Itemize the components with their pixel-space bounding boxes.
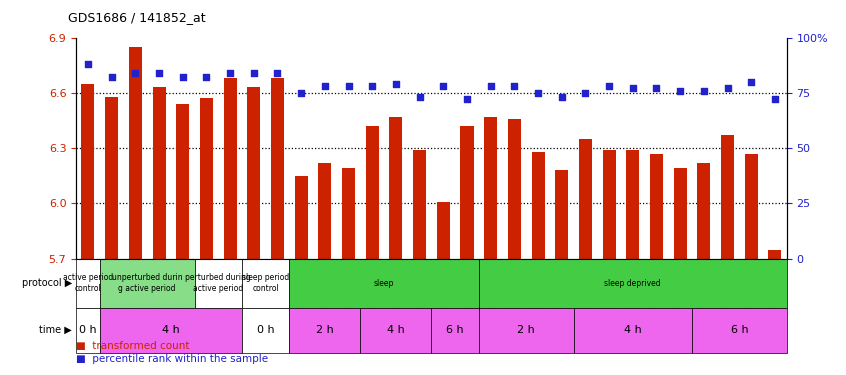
- Point: [247, 70, 261, 76]
- Text: ■  percentile rank within the sample: ■ percentile rank within the sample: [76, 354, 268, 364]
- Text: 4 h: 4 h: [162, 325, 179, 335]
- Point: [365, 83, 379, 89]
- Point: [152, 70, 166, 76]
- Point: [318, 83, 332, 89]
- Text: 6 h: 6 h: [731, 325, 748, 335]
- Bar: [479, 308, 574, 352]
- Text: 2 h: 2 h: [316, 325, 333, 335]
- Bar: [721, 135, 734, 259]
- Bar: [242, 259, 289, 308]
- Text: ■  transformed count: ■ transformed count: [76, 340, 190, 351]
- Bar: [76, 259, 100, 308]
- Point: [721, 86, 734, 92]
- Bar: [389, 117, 403, 259]
- Text: 2 h: 2 h: [518, 325, 535, 335]
- Text: protocol ▶: protocol ▶: [22, 278, 72, 288]
- Point: [744, 79, 758, 85]
- Text: sleep: sleep: [374, 279, 394, 288]
- Bar: [650, 154, 663, 259]
- Point: [271, 70, 284, 76]
- Text: sleep deprived: sleep deprived: [605, 279, 661, 288]
- Bar: [152, 87, 166, 259]
- Bar: [626, 150, 640, 259]
- Bar: [413, 150, 426, 259]
- Bar: [271, 78, 284, 259]
- Bar: [437, 202, 450, 259]
- Text: 6 h: 6 h: [447, 325, 464, 335]
- Point: [508, 83, 521, 89]
- Point: [460, 96, 474, 102]
- Bar: [81, 84, 95, 259]
- Bar: [247, 87, 261, 259]
- Bar: [768, 249, 782, 259]
- Bar: [574, 308, 692, 352]
- Bar: [289, 259, 479, 308]
- Point: [768, 96, 782, 102]
- Text: sleep period
control: sleep period control: [242, 273, 289, 293]
- Bar: [318, 163, 332, 259]
- Bar: [289, 308, 360, 352]
- Point: [200, 74, 213, 80]
- Text: 4 h: 4 h: [387, 325, 404, 335]
- Bar: [176, 104, 190, 259]
- Point: [81, 61, 95, 67]
- Bar: [602, 150, 616, 259]
- Point: [484, 83, 497, 89]
- Point: [579, 90, 592, 96]
- Point: [176, 74, 190, 80]
- Bar: [195, 259, 242, 308]
- Bar: [76, 308, 100, 352]
- Bar: [744, 154, 758, 259]
- Point: [342, 83, 355, 89]
- Text: perturbed during
active period: perturbed during active period: [185, 273, 251, 293]
- Point: [389, 81, 403, 87]
- Text: 0 h: 0 h: [257, 325, 274, 335]
- Point: [413, 94, 426, 100]
- Point: [294, 90, 308, 96]
- Bar: [294, 176, 308, 259]
- Point: [129, 70, 142, 76]
- Bar: [697, 163, 711, 259]
- Text: time ▶: time ▶: [39, 325, 72, 335]
- Bar: [460, 126, 474, 259]
- Point: [673, 88, 687, 94]
- Point: [602, 83, 616, 89]
- Bar: [342, 168, 355, 259]
- Text: 0 h: 0 h: [80, 325, 96, 335]
- Bar: [100, 308, 242, 352]
- Point: [437, 83, 450, 89]
- Text: active period
control: active period control: [63, 273, 113, 293]
- Bar: [579, 139, 592, 259]
- Bar: [360, 308, 431, 352]
- Bar: [508, 118, 521, 259]
- Point: [555, 94, 569, 100]
- Bar: [100, 259, 195, 308]
- Point: [105, 74, 118, 80]
- Bar: [365, 126, 379, 259]
- Bar: [531, 152, 545, 259]
- Text: 4 h: 4 h: [624, 325, 641, 335]
- Bar: [105, 96, 118, 259]
- Point: [697, 88, 711, 94]
- Bar: [555, 170, 569, 259]
- Bar: [484, 117, 497, 259]
- Point: [650, 86, 663, 92]
- Bar: [692, 308, 787, 352]
- Bar: [479, 259, 787, 308]
- Bar: [223, 78, 237, 259]
- Point: [531, 90, 545, 96]
- Bar: [129, 47, 142, 259]
- Bar: [200, 98, 213, 259]
- Point: [223, 70, 237, 76]
- Bar: [242, 308, 289, 352]
- Bar: [431, 308, 479, 352]
- Bar: [673, 168, 687, 259]
- Text: unperturbed durin
g active period: unperturbed durin g active period: [112, 273, 183, 293]
- Point: [626, 86, 640, 92]
- Text: GDS1686 / 141852_at: GDS1686 / 141852_at: [68, 11, 206, 24]
